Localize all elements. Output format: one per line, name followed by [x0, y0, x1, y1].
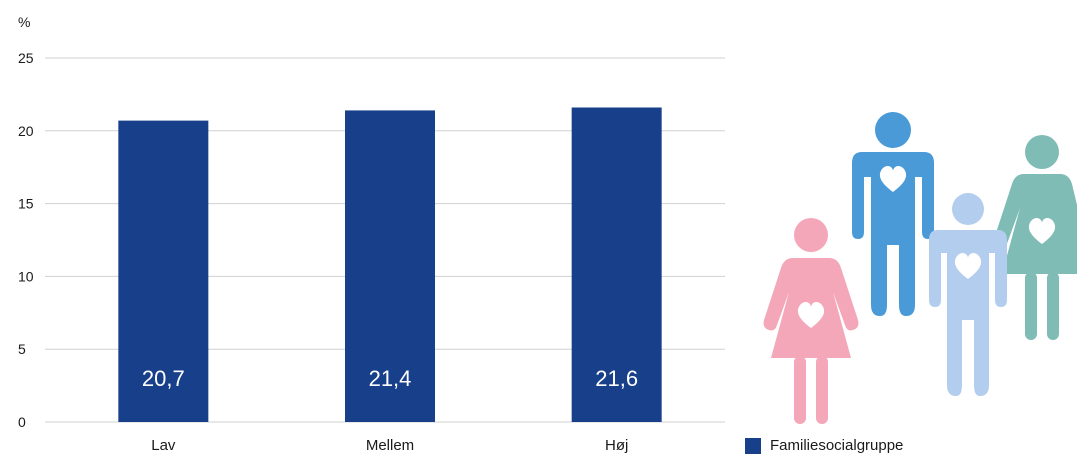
blue-person-icon — [852, 112, 934, 316]
legend-label: Familiesocialgruppe — [770, 437, 904, 454]
y-axis-ticks: 0 5 10 15 20 25 — [18, 50, 34, 430]
bars: 20,7 21,4 21,6 — [118, 107, 662, 422]
bar-value-label: 21,6 — [595, 366, 638, 391]
y-tick-label: 15 — [18, 196, 34, 212]
bar — [571, 107, 662, 422]
x-category-label: Høj — [605, 437, 628, 454]
bar-value-label: 20,7 — [142, 366, 185, 391]
x-category-label: Mellem — [366, 437, 414, 454]
bar — [118, 120, 209, 422]
bar — [345, 110, 435, 422]
bar-value-label: 21,4 — [369, 366, 412, 391]
teal-person-icon — [994, 135, 1077, 340]
y-unit-label: % — [18, 14, 30, 30]
x-category-label: Lav — [151, 437, 176, 454]
pink-person-icon — [763, 218, 859, 424]
y-tick-label: 5 — [18, 341, 26, 357]
y-tick-label: 25 — [18, 50, 34, 66]
x-axis-categories: Lav Mellem Høj — [151, 437, 628, 454]
y-tick-label: 20 — [18, 123, 34, 139]
light-blue-person-icon — [929, 193, 1007, 396]
family-people-icon — [763, 112, 1077, 424]
legend: Familiesocialgruppe — [745, 437, 903, 454]
y-tick-label: 0 — [18, 414, 26, 430]
y-tick-label: 10 — [18, 268, 34, 284]
legend-swatch — [745, 437, 761, 454]
